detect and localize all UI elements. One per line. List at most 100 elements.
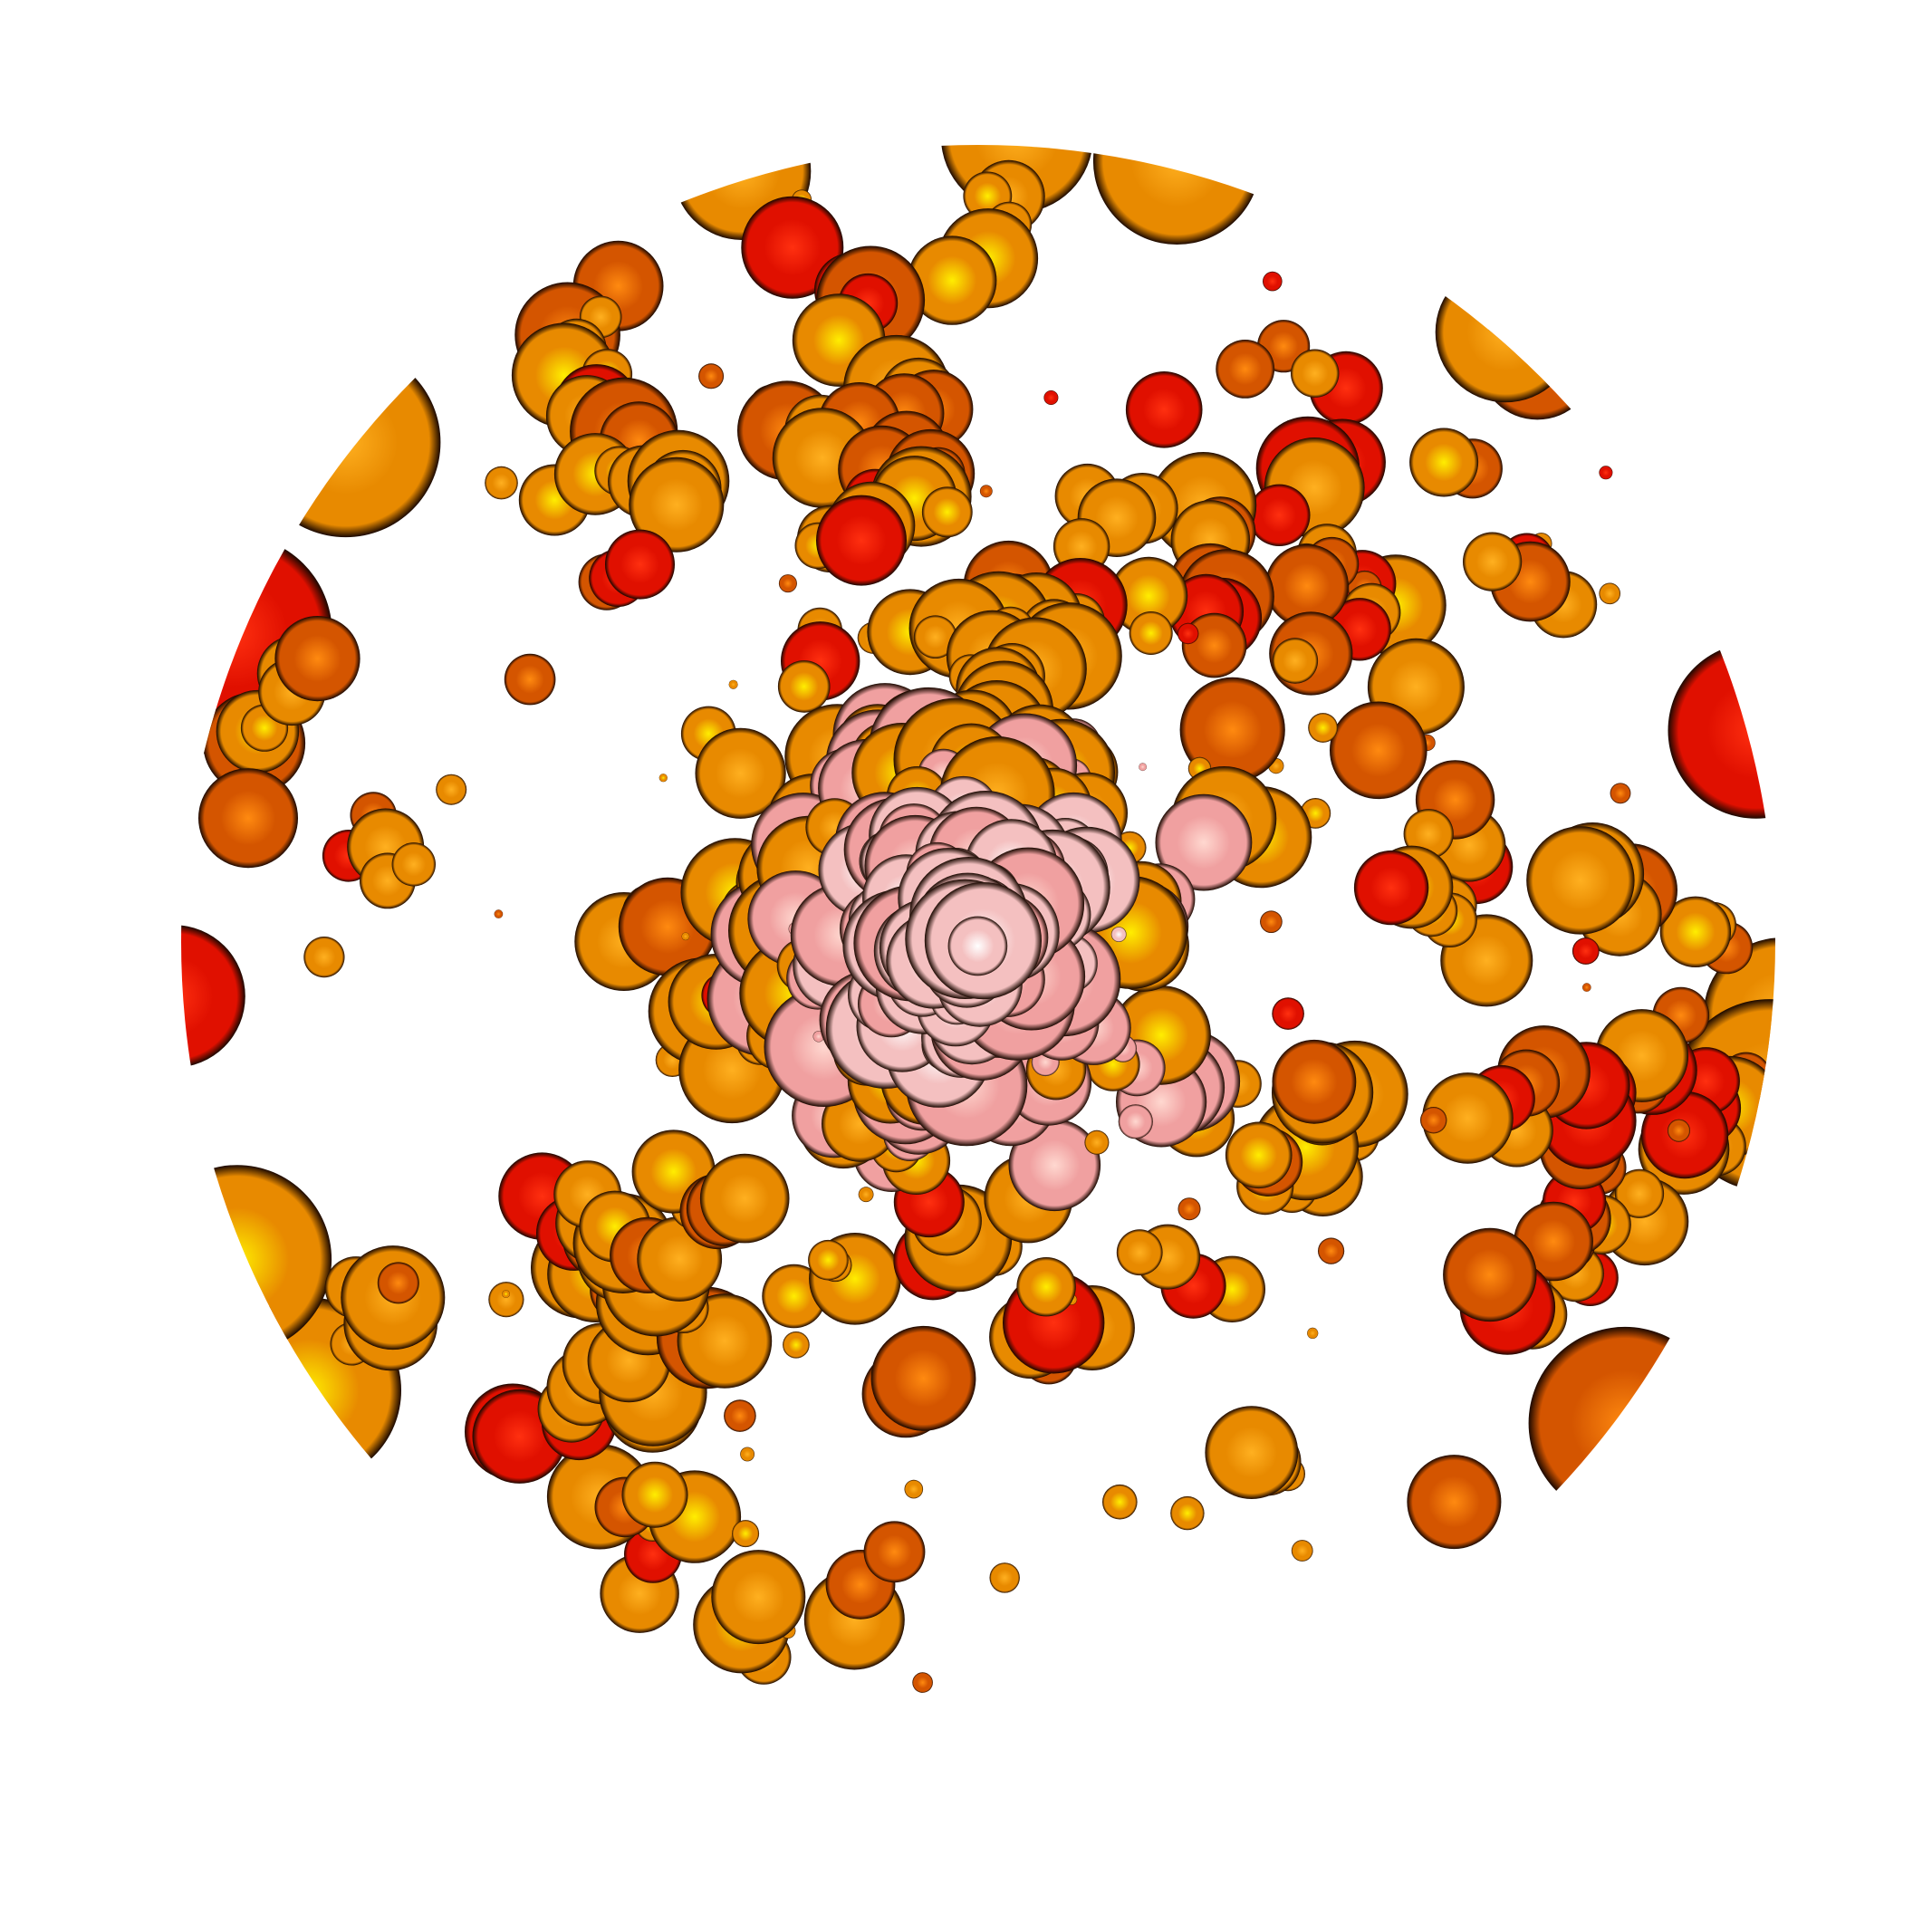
blob (1016, 1257, 1076, 1317)
blob (1409, 428, 1479, 497)
blob (1110, 927, 1127, 942)
blob (777, 660, 831, 713)
blob (1582, 983, 1591, 992)
blob (778, 574, 797, 593)
blob (863, 1521, 926, 1583)
blob (1528, 1326, 1722, 1520)
blob (1435, 262, 1576, 403)
blob (681, 932, 690, 941)
blob (1263, 271, 1283, 292)
blob (1225, 1121, 1293, 1189)
blob (870, 1325, 976, 1431)
blob (658, 774, 668, 783)
blob (1307, 1327, 1319, 1339)
blob (1422, 1072, 1514, 1164)
blob (1443, 1227, 1537, 1322)
blob (494, 909, 504, 918)
blob (1125, 371, 1203, 448)
blob (858, 1187, 874, 1203)
blob (1614, 1168, 1665, 1218)
blob (1353, 850, 1429, 926)
blob (1118, 1104, 1153, 1139)
blob (1179, 677, 1285, 783)
blob (1177, 1197, 1201, 1221)
blob (391, 842, 436, 887)
blob (699, 1153, 790, 1244)
blob (1170, 1495, 1205, 1531)
blob (1008, 1119, 1101, 1212)
blob (629, 457, 725, 553)
blob (1318, 1237, 1345, 1264)
blob (1463, 532, 1523, 591)
blob (1420, 1107, 1447, 1134)
blob (1129, 611, 1173, 655)
blob (1407, 1455, 1502, 1550)
blob (907, 235, 997, 325)
blob (783, 1331, 810, 1359)
blob (181, 925, 245, 1068)
blob (912, 1672, 933, 1693)
blob (1181, 612, 1247, 678)
blob (1264, 543, 1349, 628)
blob (488, 1282, 524, 1318)
blob (485, 466, 518, 500)
blob (808, 1239, 849, 1281)
blob (1084, 1129, 1110, 1155)
blob (1308, 713, 1338, 743)
blob (1572, 937, 1600, 965)
blob (1092, 145, 1261, 245)
blob (913, 615, 957, 658)
blob (181, 1165, 332, 1354)
blob (695, 727, 786, 819)
blob (1139, 763, 1147, 772)
blob (1272, 997, 1304, 1030)
blob (1110, 556, 1188, 636)
blob (711, 1550, 806, 1645)
blob (1116, 1229, 1163, 1276)
blob (1177, 622, 1199, 645)
blob (921, 486, 973, 538)
blob (1599, 466, 1613, 480)
blob (1102, 1484, 1138, 1520)
blob (1659, 896, 1732, 967)
blob (947, 916, 1008, 976)
blob (621, 1461, 688, 1528)
blob (377, 1262, 419, 1304)
blob (698, 363, 725, 389)
blob (728, 679, 738, 689)
blob (1272, 1039, 1357, 1124)
blob (1526, 826, 1635, 935)
blob (1043, 390, 1059, 405)
blob (904, 1479, 924, 1499)
blob (979, 485, 993, 498)
blob (502, 1290, 510, 1298)
blob (1668, 642, 1775, 819)
blob (303, 937, 345, 978)
blob (989, 1562, 1020, 1593)
blob (504, 653, 556, 706)
blob (741, 196, 844, 299)
blob (732, 1520, 760, 1548)
blob (436, 774, 467, 805)
blob (1291, 349, 1340, 398)
blob (274, 616, 360, 702)
blob (740, 1447, 755, 1462)
blob (1248, 484, 1311, 546)
blob (250, 347, 441, 538)
blob (1291, 1540, 1313, 1562)
blob (1205, 1406, 1299, 1499)
blob (1260, 910, 1283, 933)
blob (816, 495, 907, 586)
blob (1155, 793, 1253, 891)
blob (1610, 783, 1631, 804)
blob (1599, 582, 1620, 605)
blob (1330, 701, 1427, 800)
blob (605, 529, 675, 600)
blob (1668, 1119, 1690, 1142)
blob (1216, 340, 1275, 399)
blob (1272, 638, 1319, 684)
blob (198, 768, 298, 869)
blob-layer (181, 145, 1775, 1693)
blob (724, 1399, 756, 1432)
